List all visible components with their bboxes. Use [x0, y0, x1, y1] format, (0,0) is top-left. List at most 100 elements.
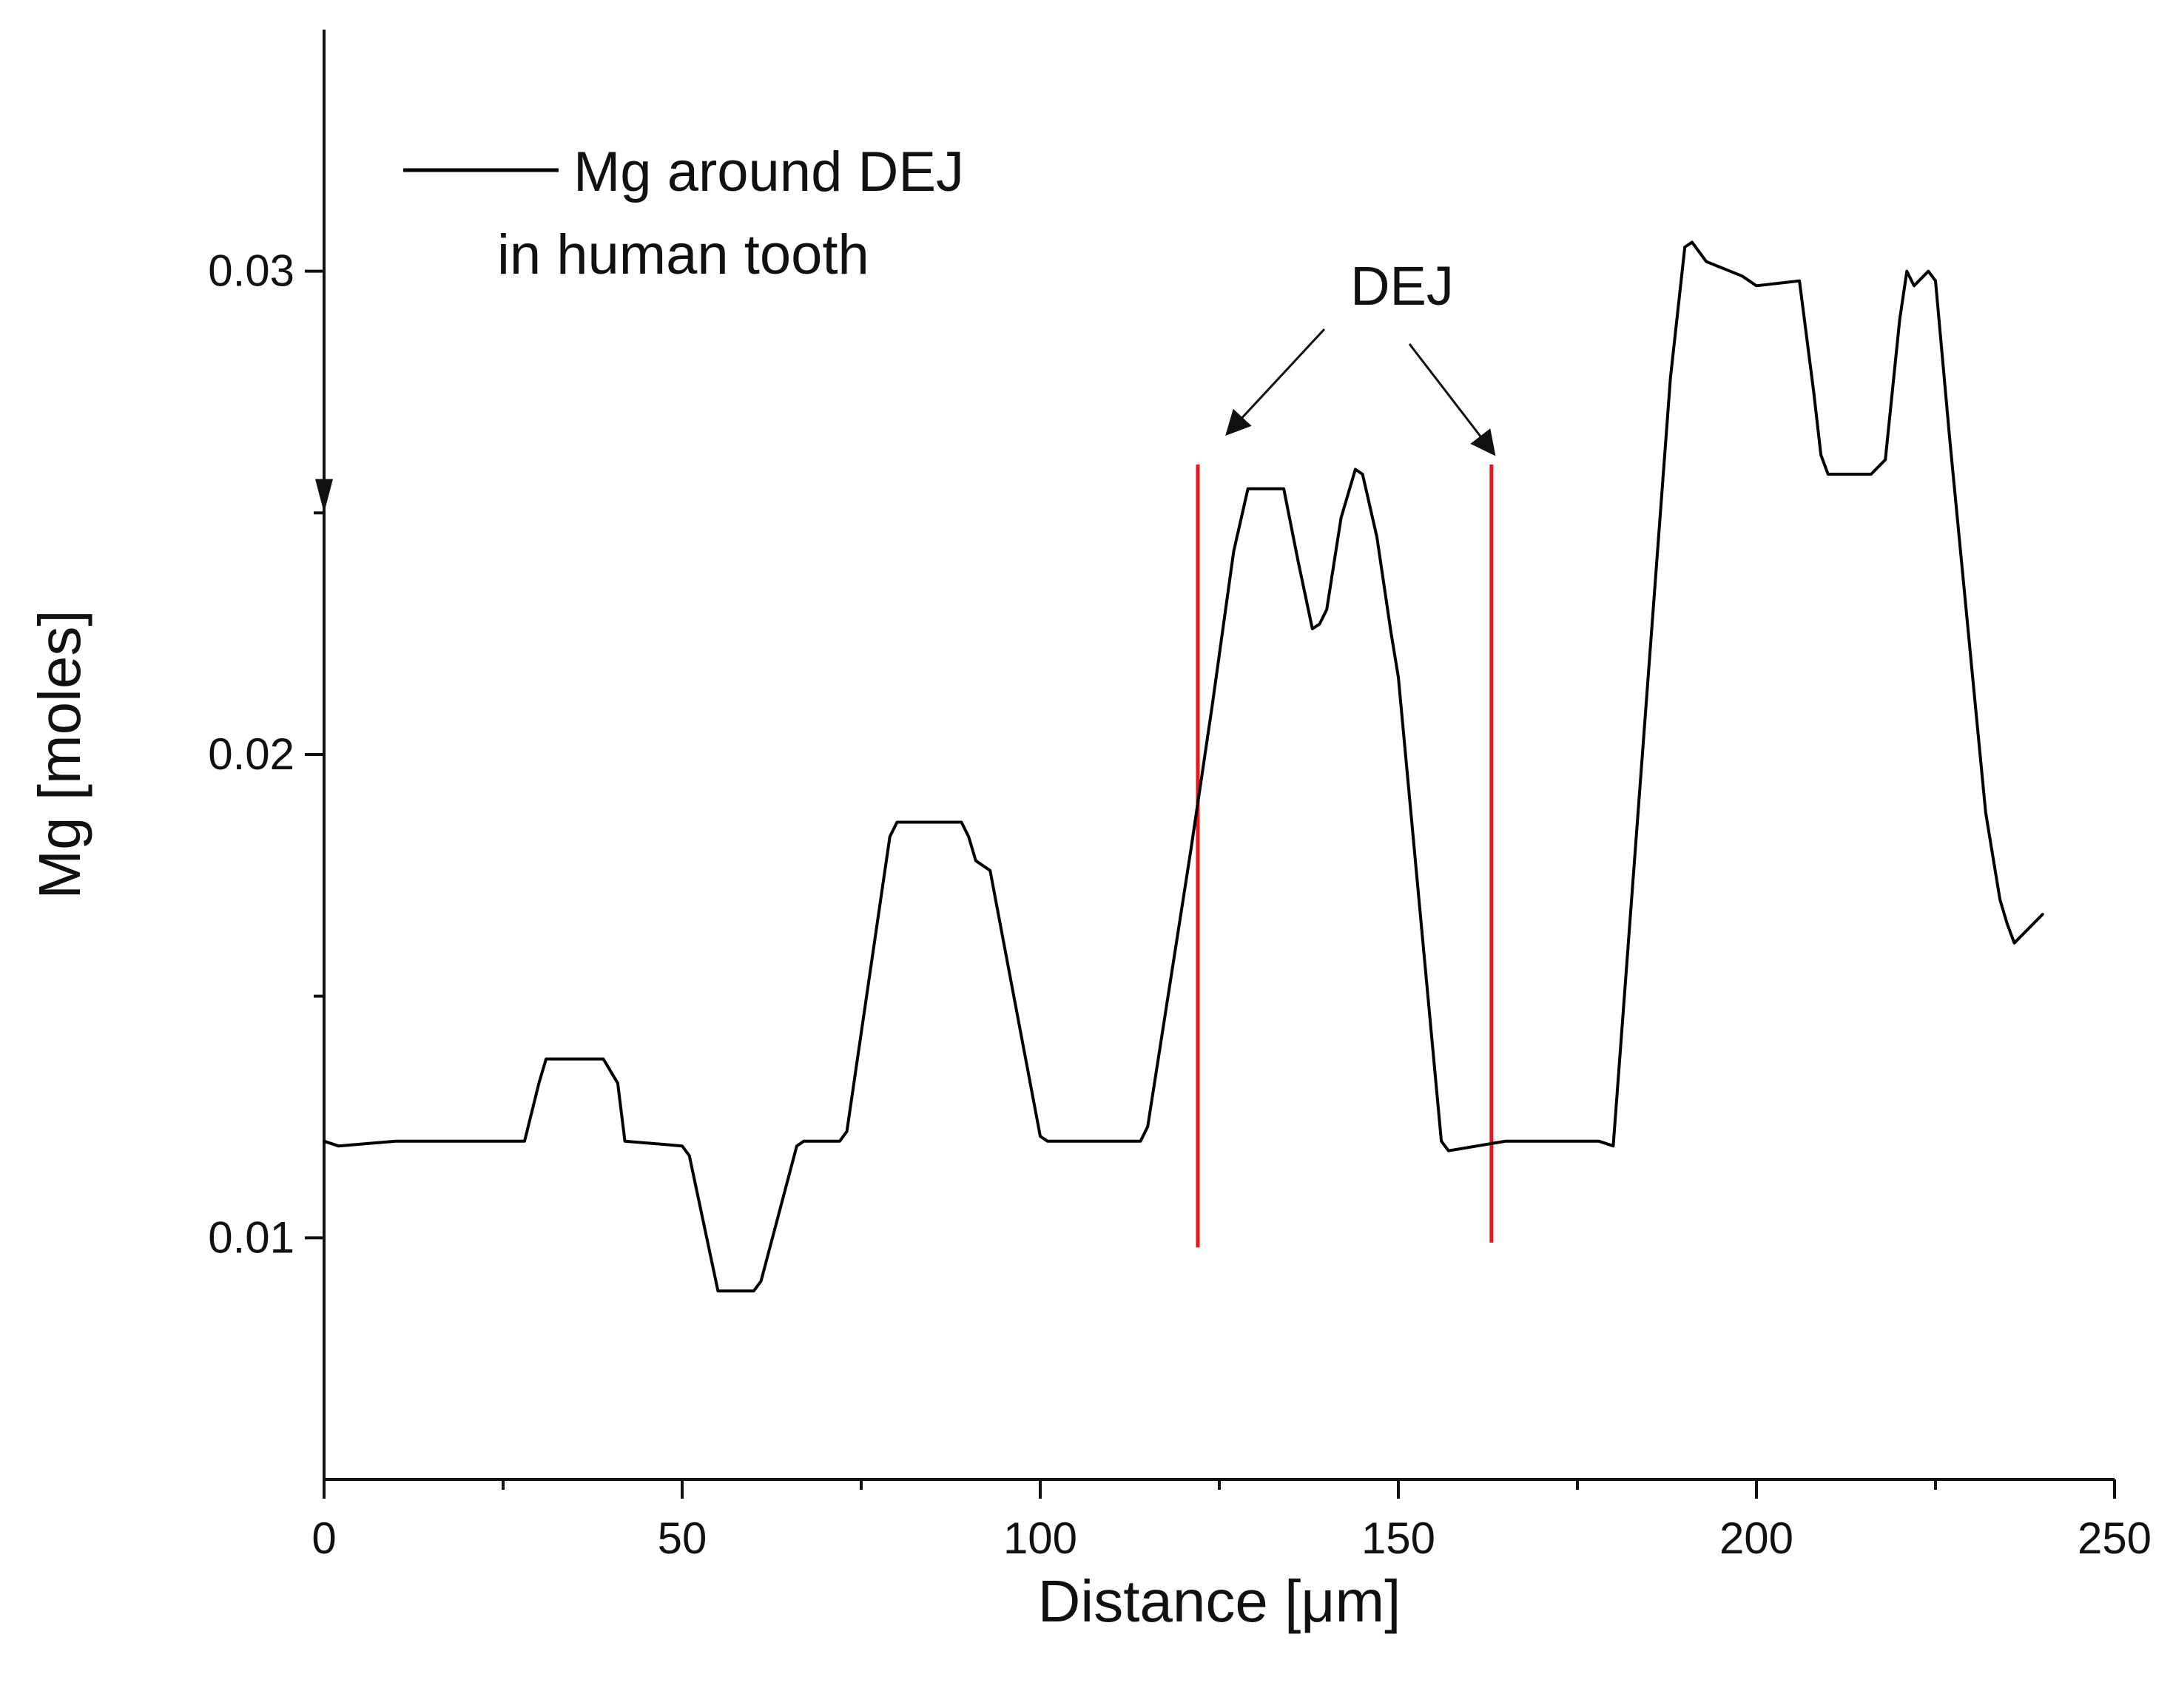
data-point — [466, 1140, 469, 1143]
y-axis-arrow-icon — [315, 479, 333, 513]
annotations: DEJ — [1225, 255, 1496, 456]
data-point — [1683, 246, 1686, 249]
data-point — [2041, 913, 2044, 916]
reference-lines — [1196, 465, 1494, 1248]
data-point — [1311, 627, 1314, 630]
data-point — [1833, 473, 1836, 476]
data-point — [1905, 270, 1908, 273]
data-point — [1927, 270, 1930, 273]
data-point — [1870, 473, 1873, 476]
data-point — [960, 820, 963, 823]
data-point — [724, 1289, 727, 1292]
data-point — [337, 1144, 340, 1147]
data-point — [1361, 473, 1364, 476]
data-point — [323, 1140, 326, 1143]
data-point — [394, 1140, 397, 1143]
x-tick-label: 0 — [311, 1513, 336, 1563]
data-point — [1899, 318, 1901, 321]
axes: 0 50 100 150 200 250 0.01 0.02 0.03 Distance [μm]… — [27, 30, 2152, 1634]
data-point — [523, 1140, 526, 1143]
data-point — [1247, 487, 1250, 490]
data-point — [895, 820, 898, 823]
x-tick-label: 250 — [2078, 1513, 2152, 1563]
data-point — [1046, 1140, 1049, 1143]
legend-label-line2: in human tooth — [497, 223, 869, 286]
data-point — [537, 1081, 540, 1084]
data-point — [1447, 1150, 1450, 1152]
dej-annotation-label: DEJ — [1350, 255, 1454, 317]
data-point — [752, 1289, 755, 1292]
data-point — [1827, 473, 1830, 476]
data-point — [1998, 898, 2001, 901]
data-point — [1318, 623, 1321, 626]
data-point — [1397, 675, 1400, 678]
data-point — [1705, 260, 1708, 263]
data-point — [1504, 1140, 1507, 1143]
data-point — [795, 1144, 798, 1147]
data-point — [838, 1140, 841, 1143]
data-point — [1440, 1140, 1443, 1143]
data-point — [1389, 632, 1392, 635]
series — [323, 240, 2044, 1293]
dej-arrow-right — [1408, 343, 1496, 456]
data-point — [1082, 1140, 1085, 1143]
data-point — [974, 860, 977, 863]
data-point — [846, 1130, 849, 1133]
data-point — [889, 835, 892, 838]
legend: Mg around DEJ in human tooth — [403, 141, 964, 286]
data-point — [1232, 550, 1235, 553]
data-point — [1741, 274, 1744, 277]
x-tick-label: 50 — [658, 1513, 707, 1563]
data-point — [967, 835, 970, 838]
x-tick-label: 100 — [1003, 1513, 1077, 1563]
data-point — [1812, 391, 1815, 394]
data-point — [1139, 1140, 1142, 1143]
data-point — [1146, 1125, 1149, 1128]
data-point — [1669, 376, 1672, 379]
data-point — [1325, 608, 1328, 611]
data-point — [988, 869, 991, 872]
x-axis-title: Distance [μm] — [1038, 1568, 1401, 1634]
data-point — [624, 1140, 627, 1143]
data-point — [1253, 487, 1256, 490]
data-point — [1540, 1140, 1543, 1143]
data-point — [1934, 280, 1937, 283]
data-point — [1340, 516, 1343, 519]
data-point — [1189, 850, 1192, 853]
data-point — [1354, 468, 1357, 471]
data-point — [1282, 487, 1285, 490]
data-point — [1913, 284, 1916, 287]
data-point — [716, 1289, 719, 1292]
data-point — [1984, 811, 1987, 814]
legend-label-line1: Mg around DEJ — [573, 141, 964, 203]
data-point — [681, 1144, 684, 1147]
data-point — [1611, 1144, 1614, 1147]
data-point — [2012, 942, 2015, 945]
data-point — [616, 1081, 619, 1084]
data-point — [1948, 439, 1951, 442]
data-point — [1884, 458, 1887, 461]
x-tick-label: 150 — [1361, 1513, 1435, 1563]
data-point — [1210, 705, 1213, 708]
data-point — [1296, 560, 1299, 563]
y-tick-label: 0.01 — [208, 1212, 294, 1262]
data-point — [803, 1140, 806, 1143]
y-axis-title: Mg [moles] — [27, 610, 92, 899]
data-point — [545, 1058, 548, 1061]
data-point — [602, 1058, 605, 1061]
data-point — [1755, 284, 1758, 287]
dej-arrow-left — [1225, 328, 1326, 436]
data-point — [1819, 453, 1822, 456]
data-point — [688, 1154, 691, 1157]
y-tick-label: 0.03 — [208, 246, 294, 296]
x-tick-label: 200 — [1719, 1513, 1793, 1563]
data-point — [1798, 280, 1801, 283]
data-point — [1597, 1140, 1600, 1143]
data-point — [1691, 240, 1694, 243]
y-tick-label: 0.02 — [208, 729, 294, 779]
data-point — [1039, 1135, 1042, 1138]
data-point — [1375, 536, 1378, 539]
data-point — [759, 1280, 762, 1283]
